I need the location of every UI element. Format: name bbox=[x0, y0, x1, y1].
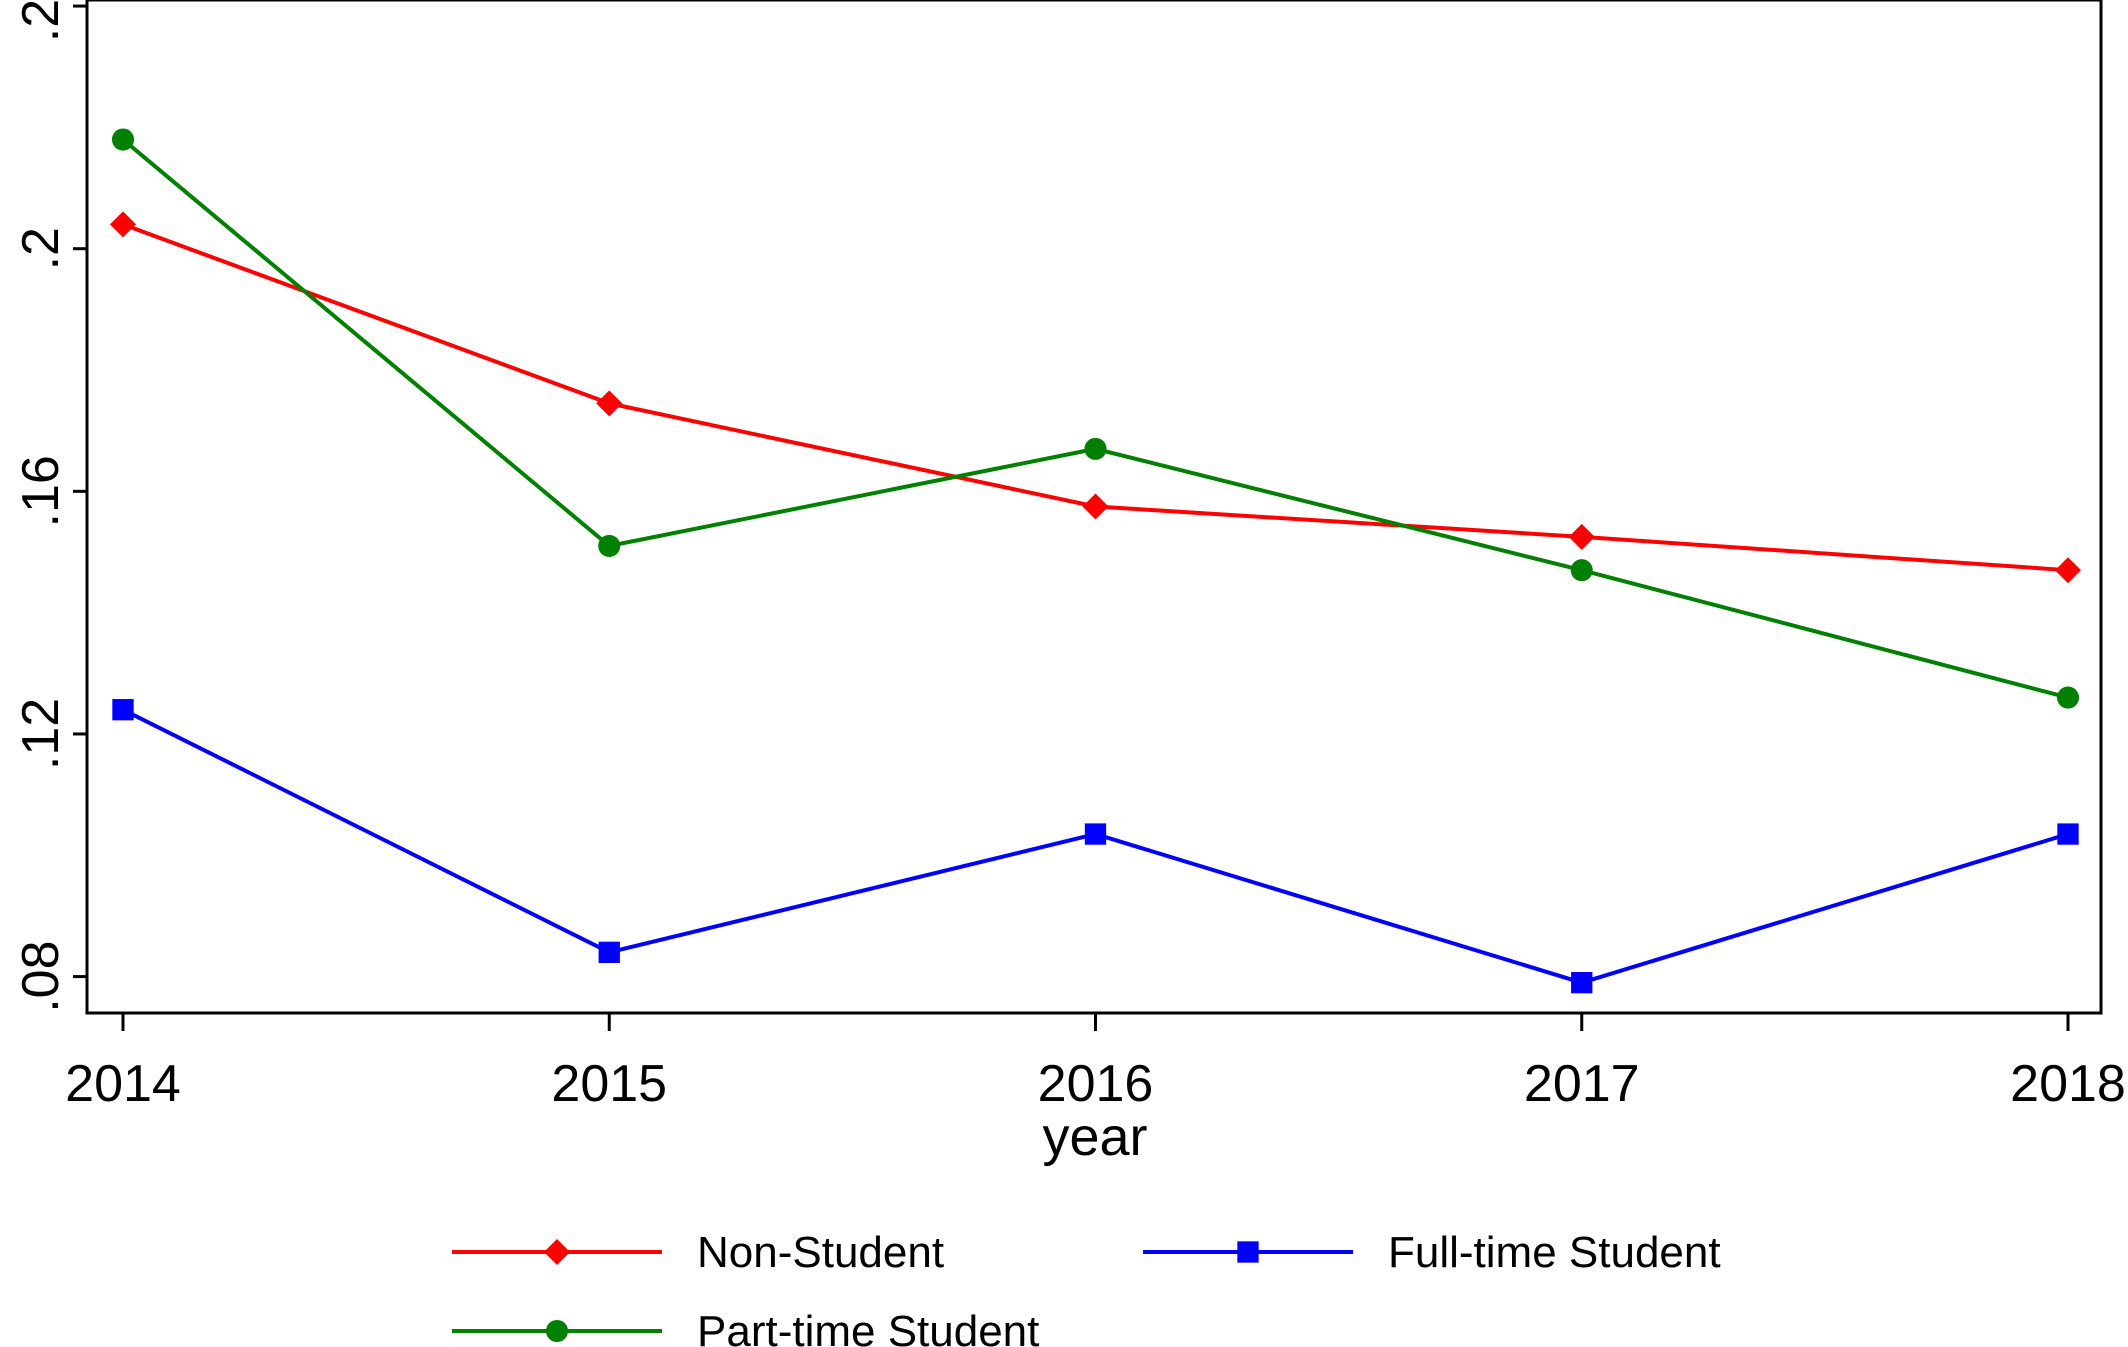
series-layer bbox=[110, 128, 2081, 994]
data-point-full-time-student bbox=[1571, 972, 1593, 994]
data-point-part-time-student bbox=[111, 128, 135, 151]
x-tick-label: 2014 bbox=[65, 1055, 181, 1113]
legend-label: Full-time Student bbox=[1388, 1228, 1721, 1277]
legend-item-part-time-student: Part-time Student bbox=[452, 1307, 1039, 1347]
data-point-full-time-student bbox=[1084, 823, 1107, 845]
data-point-full-time-student bbox=[598, 941, 620, 964]
legend-label: Part-time Student bbox=[697, 1307, 1039, 1347]
y-tick-label: .24 bbox=[12, 0, 70, 42]
legend-marker bbox=[1237, 1241, 1259, 1263]
x-tick-label: 2017 bbox=[1524, 1055, 1640, 1113]
x-tick-label: 2015 bbox=[551, 1055, 667, 1113]
y-tick-label: .08 bbox=[12, 940, 70, 1012]
data-point-non-student bbox=[1568, 523, 1595, 550]
legend: Non-Student Full-time Student Part-time St… bbox=[452, 1228, 1721, 1347]
y-tick-label: .2 bbox=[12, 227, 70, 270]
data-point-part-time-student bbox=[2056, 686, 2080, 709]
legend-item-full-time-student: Full-time Student bbox=[1143, 1228, 1721, 1277]
y-tick-label: .12 bbox=[12, 698, 70, 770]
legend-item-non-student: Non-Student bbox=[452, 1228, 944, 1277]
data-point-full-time-student bbox=[2057, 823, 2079, 845]
data-point-part-time-student bbox=[598, 534, 621, 557]
legend-marker bbox=[545, 1319, 569, 1343]
data-point-part-time-student bbox=[1570, 559, 1593, 582]
data-point-non-student bbox=[110, 211, 136, 238]
series-line-part-time-student bbox=[121, 137, 2069, 700]
y-axis: .08 .12 .16 .2 .24 bbox=[12, 0, 87, 1013]
data-point-non-student bbox=[596, 390, 623, 417]
legend-marker bbox=[544, 1239, 570, 1265]
y-tick-label: .16 bbox=[12, 455, 70, 527]
data-point-non-student bbox=[1082, 493, 1109, 520]
data-point-part-time-student bbox=[1084, 437, 1107, 460]
series-line-full-time-student bbox=[122, 707, 2069, 985]
x-axis: 2014 2015 2016 2017 2018 bbox=[65, 1013, 2126, 1113]
data-point-non-student bbox=[2055, 557, 2081, 584]
x-tick-label: 2016 bbox=[1038, 1055, 1154, 1113]
data-point-full-time-student bbox=[112, 699, 134, 721]
legend-label: Non-Student bbox=[697, 1228, 944, 1277]
x-axis-title: year bbox=[1042, 1107, 1147, 1167]
x-tick-label: 2018 bbox=[2010, 1055, 2126, 1113]
